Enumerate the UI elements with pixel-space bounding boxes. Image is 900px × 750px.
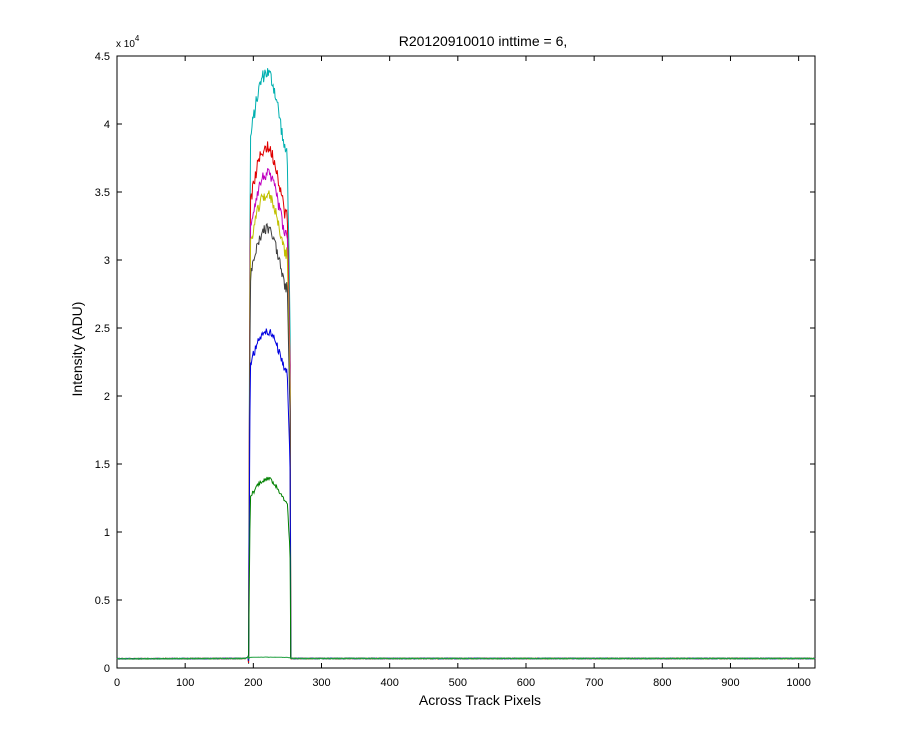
x-tick-label: 400 [380, 677, 398, 689]
y-multiplier-exponent: 4 [135, 34, 140, 43]
y-tick-label: 0 [104, 663, 110, 675]
chart-title: R20120910010 inttime = 6, [399, 33, 568, 49]
y-tick-label: 3 [104, 255, 110, 267]
x-tick-label: 100 [176, 677, 194, 689]
series-line-7 [116, 656, 816, 660]
x-axis-label: Across Track Pixels [419, 692, 541, 708]
plot-frame [116, 55, 816, 669]
y-tick-label: 4.5 [95, 51, 110, 63]
x-tick-label: 900 [721, 677, 739, 689]
x-tick-label: 0 [114, 677, 120, 689]
x-axis: 0 100 200 300 400 500 600 700 800 900 1000 [114, 56, 811, 689]
y-tick-label: 1.5 [95, 459, 110, 471]
y-axis: 0 0.5 1 1.5 2 2.5 3 3.5 4 4.5 [95, 51, 815, 675]
y-tick-label: 3.5 [95, 187, 110, 199]
x-tick-label: 800 [653, 677, 671, 689]
y-multiplier-base: x 10 [116, 39, 135, 50]
x-tick-label: 500 [449, 677, 467, 689]
x-tick-label: 1000 [786, 677, 810, 689]
plot-area [116, 55, 816, 669]
y-tick-label: 4 [104, 119, 110, 131]
y-tick-label: 1 [104, 527, 110, 539]
x-tick-label: 200 [244, 677, 262, 689]
series-group [116, 68, 816, 665]
y-multiplier-label: x 104 [116, 34, 140, 50]
x-tick-label: 300 [312, 677, 330, 689]
y-tick-label: 2 [104, 391, 110, 403]
y-tick-label: 2.5 [95, 323, 110, 335]
x-tick-label: 600 [517, 677, 535, 689]
y-tick-label: 0.5 [95, 595, 110, 607]
y-axis-label: Intensity (ADU) [69, 302, 85, 397]
x-tick-label: 700 [585, 677, 603, 689]
